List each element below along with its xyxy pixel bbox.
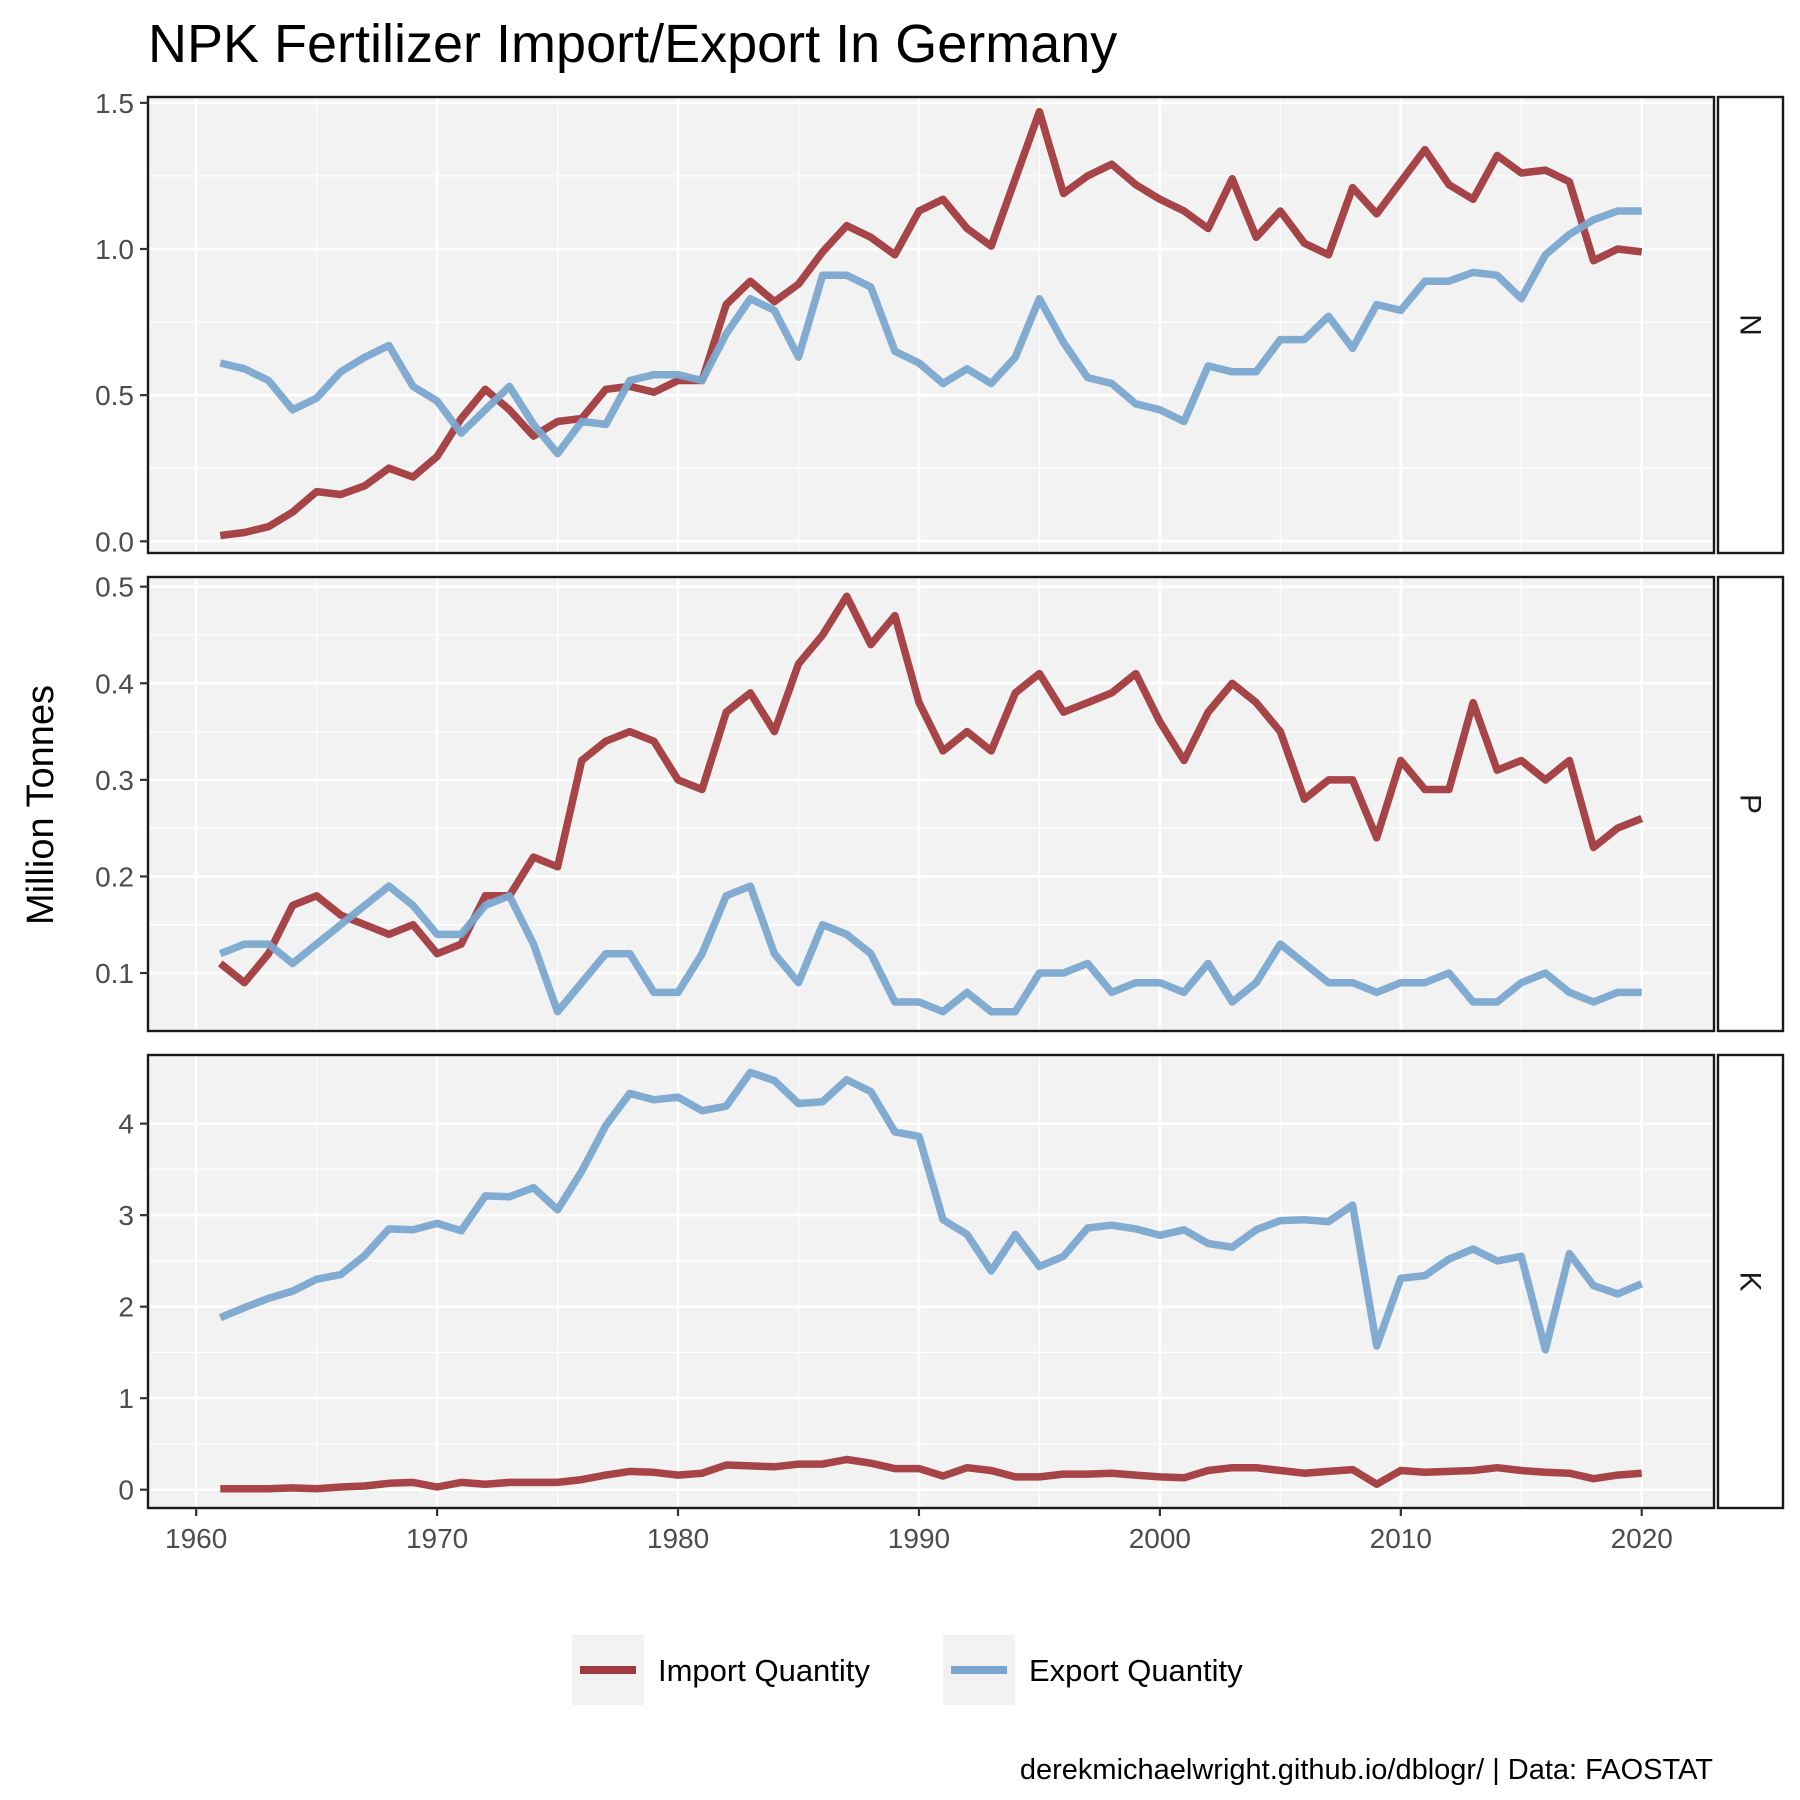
facet-strip: [1716, 1053, 1785, 1510]
y-tick-label: 3: [118, 1200, 134, 1231]
series-line-import-quantity: [217, 592, 1644, 987]
x-tick-label: 2010: [1370, 1523, 1432, 1554]
legend: Import Quantity Export Quantity: [572, 1635, 1243, 1705]
y-tick-label: 0.4: [95, 668, 134, 699]
x-tick-label: 2000: [1129, 1523, 1191, 1554]
panel-n: 0.0 0.5 1.0 1.5 N: [95, 88, 1785, 557]
series-line-export-quantity: [218, 882, 1642, 1016]
y-tick-label: 4: [118, 1109, 134, 1140]
y-tick-label: 0.2: [95, 861, 134, 892]
panel-border: [146, 575, 1716, 1033]
series-line-export-quantity: [218, 1068, 1644, 1354]
series-line-export-quantity: [219, 207, 1642, 458]
panel-background: [148, 97, 1714, 553]
y-tick-label: 0.5: [95, 380, 134, 411]
y-tick-label: 0: [118, 1475, 134, 1506]
legend-label: Import Quantity: [658, 1653, 870, 1688]
x-tick-label: 1990: [888, 1523, 950, 1554]
panel-background: [148, 577, 1714, 1031]
facet-strip-label: P: [1734, 794, 1767, 814]
caption: derekmichaelwright.github.io/dblogr/ | D…: [1020, 1754, 1713, 1786]
legend-item-import-quantity: Import Quantity: [572, 1635, 870, 1705]
chart-title: NPK Fertilizer Import/Export In Germany: [148, 14, 1117, 74]
y-tick-label: 0.1: [95, 958, 134, 989]
panel-p: 0.1 0.2 0.3 0.4 0.5 P: [95, 572, 1785, 1033]
y-tick-label: 0.5: [95, 572, 134, 603]
panel-background: [148, 1055, 1714, 1508]
facet-strip: [1716, 575, 1785, 1033]
x-tick-label: 2020: [1611, 1523, 1673, 1554]
y-axis-title: Million Tonnes: [20, 685, 62, 925]
facet-strip-label: K: [1734, 1271, 1767, 1291]
x-tick-label: 1980: [647, 1523, 709, 1554]
y-tick-label: 1.0: [95, 234, 134, 265]
series-line-import-quantity: [220, 1455, 1642, 1493]
facet-panels: 0.0 0.5 1.0 1.5 N 0.1 0.2 0.3 0.4 0.5 P 0 1 2 3 4 K 1960 1…: [95, 88, 1785, 1554]
legend-item-export-quantity: Export Quantity: [943, 1635, 1243, 1705]
y-tick-label: 0.0: [95, 526, 134, 557]
panel-border: [146, 1053, 1716, 1510]
facet-strip: [1716, 95, 1785, 555]
y-tick-label: 1: [118, 1383, 134, 1414]
facet-strip-label: N: [1734, 314, 1767, 336]
legend-label: Export Quantity: [1029, 1653, 1243, 1688]
panel-k: 0 1 2 3 4 K 1960 1970 1980 1990 2000 2010 2020: [118, 1053, 1785, 1554]
y-tick-label: 2: [118, 1292, 134, 1323]
x-tick-label: 1960: [165, 1523, 227, 1554]
x-tick-label: 1970: [406, 1523, 468, 1554]
panel-border: [146, 95, 1716, 555]
y-tick-label: 1.5: [95, 88, 134, 119]
y-tick-label: 0.3: [95, 765, 134, 796]
